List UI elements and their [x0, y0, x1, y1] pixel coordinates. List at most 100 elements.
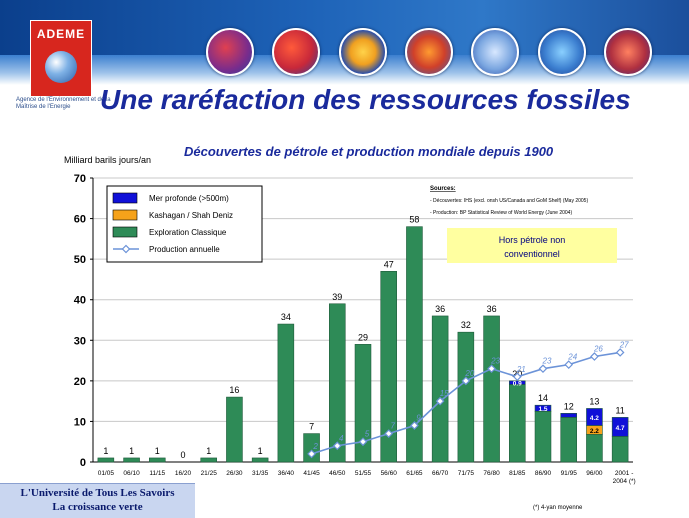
x-tick-label: 01/05	[98, 470, 115, 477]
bar-classic	[277, 323, 295, 463]
badge-7	[604, 28, 652, 76]
legend-swatch	[112, 192, 138, 204]
x-tick-label: 81/85	[509, 470, 526, 477]
x-tick-label: 86/90	[535, 470, 552, 477]
bar-total-label: 36	[435, 304, 445, 314]
bar-total-label: 1	[103, 446, 108, 456]
bar-classic	[123, 457, 140, 463]
bar-total-label: 1	[155, 446, 160, 456]
production-point	[615, 348, 625, 357]
x-tick-label: 2004 (*)	[613, 478, 636, 485]
x-tick-label: 76/80	[483, 470, 500, 477]
footnote: (*) 4-yan moyenne	[533, 505, 583, 511]
production-label: 23	[490, 357, 500, 366]
chart-title: Découvertes de pétrole et production mon…	[184, 144, 554, 159]
note-line-2: conventionnel	[504, 249, 560, 259]
x-tick-label: 36/40	[278, 470, 295, 477]
y-tick-label: 10	[74, 416, 86, 428]
y-tick-label: 20	[74, 376, 86, 388]
x-tick-label: 11/15	[149, 470, 165, 477]
footer-box: L'Université de Tous Les Savoirs La croi…	[0, 483, 195, 518]
bar-classic	[380, 271, 397, 463]
legend-label: Exploration Classique	[149, 228, 227, 237]
agency-text: Agence de l'Environnement et de la Maîtr…	[16, 97, 111, 110]
page-title: Une raréfaction des ressources fossiles	[100, 84, 631, 115]
bar-total-label: 13	[589, 396, 599, 406]
bar-classic	[354, 344, 372, 463]
note-line-1: Hors pétrole non	[499, 235, 566, 245]
production-label: 21	[516, 365, 526, 374]
bar-classic	[534, 410, 552, 463]
bar-classic	[251, 457, 269, 463]
bar-classic	[329, 303, 346, 463]
logo-text: ADEME	[36, 27, 86, 41]
production-label: 2	[312, 442, 318, 451]
production-point	[410, 421, 419, 430]
bar-classic	[97, 457, 115, 463]
bar-deep	[560, 413, 577, 418]
production-point	[590, 352, 599, 361]
badge-1	[206, 28, 254, 76]
bar-deep	[611, 417, 629, 437]
x-tick-label: 66/70	[432, 470, 449, 477]
bar-classic	[509, 384, 526, 463]
bar-total-label: 58	[409, 215, 419, 225]
production-point	[435, 396, 445, 406]
production-label: 24	[567, 353, 577, 362]
bar-classic	[483, 315, 500, 463]
bar-inner-label: 1.5	[538, 406, 547, 413]
bar-total-label: 39	[332, 292, 342, 302]
production-point	[384, 429, 394, 438]
legend-swatch	[112, 209, 138, 221]
bar-deep	[534, 404, 552, 412]
production-point	[512, 372, 522, 382]
production-label: 26	[593, 345, 603, 354]
production-point	[332, 441, 342, 451]
bar-classic	[149, 457, 166, 463]
bar-total-label: 7	[309, 422, 314, 432]
badge-6	[538, 28, 586, 76]
bar-total-label: 1	[129, 446, 134, 456]
bar-total-label: 32	[461, 320, 471, 330]
bar-deep	[586, 408, 603, 426]
bar-inner-label: 0.9	[513, 381, 522, 388]
x-tick-label: 41/45	[303, 470, 320, 477]
bar-total-label: 14	[538, 393, 548, 403]
production-label: 7	[390, 422, 395, 431]
logo-globe-icon	[45, 51, 77, 83]
bar-classic	[431, 315, 449, 463]
bar-classic	[586, 434, 603, 463]
note-box	[447, 228, 617, 263]
production-point	[307, 449, 316, 459]
badge-4	[405, 28, 453, 76]
x-tick-label: 16/20	[175, 470, 192, 477]
x-tick-label: 56/60	[381, 470, 398, 477]
production-point	[564, 360, 574, 369]
bar-total-label: 34	[281, 312, 291, 322]
bar-classic	[560, 417, 577, 463]
badge-3	[339, 28, 387, 76]
bar-classic	[611, 436, 629, 463]
x-tick-label: 51/55	[355, 470, 372, 477]
bar-classic	[406, 226, 423, 463]
bar-total-label: 0	[180, 450, 185, 460]
x-tick-label: 46/50	[329, 470, 346, 477]
y-tick-label: 70	[74, 173, 86, 185]
y-tick-label: 40	[74, 295, 86, 307]
production-label: 20	[464, 369, 474, 378]
production-label: 4	[339, 434, 344, 443]
bar-inner-label: 2.2	[590, 428, 599, 435]
x-tick-label: 61/65	[406, 470, 423, 477]
bar-classic	[200, 457, 217, 463]
y-axis-label: Milliard barils jours/an	[64, 155, 152, 165]
legend-label: Kashagan / Shah Deniz	[149, 211, 233, 220]
bar-classic	[457, 331, 475, 463]
legend-label: Production annuelle	[149, 245, 220, 254]
bar-total-label: 29	[358, 332, 368, 342]
x-tick-label: 96/00	[586, 470, 603, 477]
y-tick-label: 60	[74, 214, 86, 226]
y-tick-label: 50	[74, 254, 86, 266]
bar-total-label: 11	[615, 405, 624, 415]
x-tick-label: 91/95	[561, 470, 578, 477]
